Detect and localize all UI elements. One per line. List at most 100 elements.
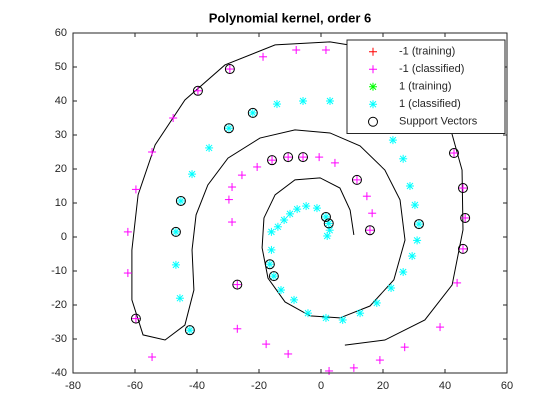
marker-stroke	[223, 123, 234, 134]
point	[387, 284, 396, 292]
legend-marker	[369, 82, 377, 91]
y-tick-label: 0	[61, 231, 67, 243]
marker-stroke	[413, 237, 421, 244]
marker-stroke	[387, 284, 395, 292]
point	[225, 65, 234, 74]
marker-stroke	[448, 148, 459, 159]
marker-stroke	[232, 279, 243, 290]
marker-stroke	[322, 213, 330, 221]
point	[273, 222, 282, 231]
marker-stroke	[224, 64, 235, 75]
point	[436, 323, 445, 332]
marker-stroke	[225, 124, 233, 132]
point	[299, 153, 308, 162]
marker-stroke	[247, 107, 258, 118]
point	[293, 205, 302, 214]
point	[224, 195, 233, 204]
marker-stroke	[293, 205, 301, 213]
marker-stroke	[299, 97, 307, 105]
x-tick-label: -80	[65, 380, 81, 392]
marker-stroke	[325, 220, 333, 227]
marker-stroke	[290, 296, 298, 304]
point	[323, 218, 334, 229]
marker-stroke	[267, 155, 278, 166]
point	[265, 260, 274, 269]
point	[292, 46, 301, 54]
x-tick-label: 20	[377, 380, 389, 392]
marker-stroke	[369, 83, 377, 91]
point	[399, 154, 408, 163]
x-tick-label: 0	[318, 380, 324, 392]
legend-label: Support Vectors	[399, 116, 478, 128]
marker-stroke	[460, 212, 471, 223]
y-tick-label: -10	[51, 265, 67, 277]
point	[299, 97, 308, 105]
y-tick-label: -30	[51, 333, 67, 345]
point	[320, 211, 331, 222]
marker-stroke	[389, 136, 397, 144]
marker-stroke	[270, 272, 278, 280]
point	[457, 243, 468, 254]
point	[272, 100, 281, 109]
point	[410, 201, 419, 210]
point	[315, 153, 324, 162]
point	[414, 220, 423, 229]
point	[248, 108, 257, 117]
point	[460, 212, 471, 223]
point	[148, 148, 157, 156]
point	[338, 315, 347, 324]
point	[362, 192, 371, 201]
x-tick-label: 60	[501, 380, 513, 392]
y-tick-label: 40	[55, 95, 67, 107]
legend-label: -1 (classified)	[399, 63, 464, 75]
point	[302, 202, 311, 211]
point	[449, 149, 458, 158]
marker-stroke	[172, 261, 180, 269]
point	[169, 114, 178, 122]
point	[233, 324, 242, 333]
x-tick-label: -40	[189, 380, 205, 392]
y-tick-label: -40	[51, 367, 67, 379]
marker-stroke	[369, 100, 377, 108]
point	[232, 279, 243, 290]
marker-stroke	[186, 326, 194, 334]
point	[268, 271, 279, 282]
marker-stroke	[368, 116, 378, 127]
marker-stroke	[205, 144, 213, 152]
point	[268, 156, 277, 165]
legend-label: -1 (training)	[399, 46, 455, 58]
marker-stroke	[323, 218, 334, 229]
marker-stroke	[266, 260, 274, 268]
point	[405, 182, 414, 190]
point	[233, 280, 242, 289]
point	[269, 272, 278, 281]
marker-stroke	[268, 228, 275, 236]
marker-stroke	[286, 210, 294, 218]
marker-stroke	[188, 170, 196, 178]
point	[267, 245, 276, 254]
point	[188, 170, 197, 179]
point	[277, 286, 286, 295]
point	[368, 209, 377, 218]
marker-stroke	[364, 225, 375, 236]
marker-stroke	[184, 325, 195, 336]
marker-stroke	[351, 174, 362, 185]
point	[253, 162, 262, 171]
point	[457, 183, 468, 194]
marker-stroke	[373, 299, 381, 307]
marker-stroke	[399, 155, 407, 163]
marker-stroke	[274, 223, 282, 231]
marker-stroke	[273, 100, 281, 108]
point	[458, 244, 467, 253]
marker-stroke	[457, 183, 468, 194]
point	[237, 171, 246, 180]
marker-stroke	[298, 152, 309, 163]
point	[351, 174, 362, 185]
marker-stroke	[326, 226, 334, 234]
y-tick-label: 60	[55, 27, 67, 39]
marker-stroke	[130, 313, 141, 324]
point	[325, 366, 334, 375]
point	[224, 64, 235, 75]
marker-stroke	[283, 152, 294, 163]
point	[388, 136, 397, 145]
